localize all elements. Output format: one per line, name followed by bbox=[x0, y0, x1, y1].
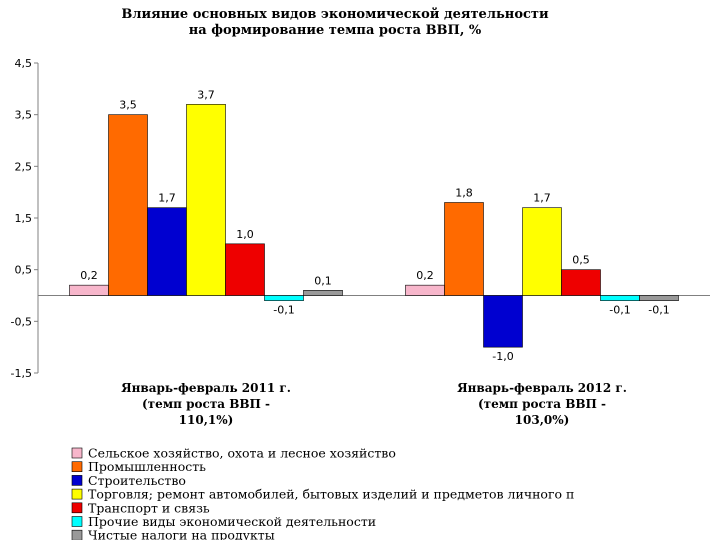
data-label: 0,2 bbox=[80, 269, 98, 282]
bar bbox=[405, 284, 445, 296]
data-label: 1,7 bbox=[533, 192, 551, 205]
legend-swatch bbox=[71, 516, 83, 527]
bar bbox=[108, 114, 148, 296]
bar bbox=[639, 295, 679, 301]
data-label: 1,7 bbox=[158, 192, 176, 205]
legend-swatch bbox=[71, 461, 83, 473]
data-label: 1,0 bbox=[236, 228, 254, 241]
data-label: -1,0 bbox=[492, 350, 513, 363]
bar bbox=[186, 104, 226, 296]
legend-label: Промышленность bbox=[88, 459, 206, 474]
bar bbox=[147, 207, 187, 296]
legend-swatch bbox=[71, 475, 83, 486]
legend-swatch bbox=[71, 502, 83, 514]
y-tick-label: 3,5 bbox=[15, 109, 33, 122]
legend-label: Сельское хозяйство, охота и лесное хозяй… bbox=[88, 446, 396, 461]
bar bbox=[264, 295, 304, 301]
bar bbox=[69, 284, 109, 296]
legend-swatch bbox=[71, 488, 83, 500]
data-label: -0,1 bbox=[609, 304, 630, 317]
y-tick-label: 2,5 bbox=[15, 160, 33, 173]
y-tick-label: -1,5 bbox=[11, 367, 32, 380]
bar bbox=[561, 269, 601, 296]
x-tick-label: Январь-февраль 2011 г. (темп роста ВВП -1… bbox=[121, 381, 291, 427]
bar bbox=[600, 295, 640, 301]
y-tick-label: -0,5 bbox=[11, 315, 32, 328]
legend-label: Чистые налоги на продукты bbox=[88, 528, 275, 540]
legend-swatch bbox=[71, 447, 83, 459]
x-tick-label: Январь-февраль 2012 г. (темп роста ВВП -1… bbox=[457, 381, 627, 427]
chart-title: Влияние основных видов экономической дея… bbox=[121, 7, 549, 38]
legend-label: Строительство bbox=[88, 473, 186, 488]
bar bbox=[483, 295, 523, 348]
data-label: -0,1 bbox=[648, 304, 669, 317]
data-label: -0,1 bbox=[273, 304, 294, 317]
legend-label: Торговля; ремонт автомобилей, бытовых из… bbox=[88, 487, 574, 502]
bar bbox=[522, 207, 562, 296]
bar bbox=[303, 290, 343, 296]
y-tick-label: 1,5 bbox=[15, 212, 33, 225]
data-label: 0,5 bbox=[572, 254, 590, 267]
y-tick-label: 0,5 bbox=[15, 264, 33, 277]
y-tick-label: 4,5 bbox=[15, 57, 33, 70]
data-label: 3,7 bbox=[197, 88, 215, 101]
bar bbox=[444, 202, 484, 296]
data-label: 3,5 bbox=[119, 99, 137, 112]
data-label: 1,8 bbox=[455, 187, 473, 200]
legend-swatch bbox=[71, 529, 83, 540]
legend-label: Прочие виды экономической деятельности bbox=[88, 514, 376, 529]
legend-label: Транспорт и связь bbox=[88, 500, 210, 515]
data-label: 0,1 bbox=[314, 274, 332, 287]
data-label: 0,2 bbox=[416, 269, 434, 282]
bar bbox=[225, 243, 265, 296]
